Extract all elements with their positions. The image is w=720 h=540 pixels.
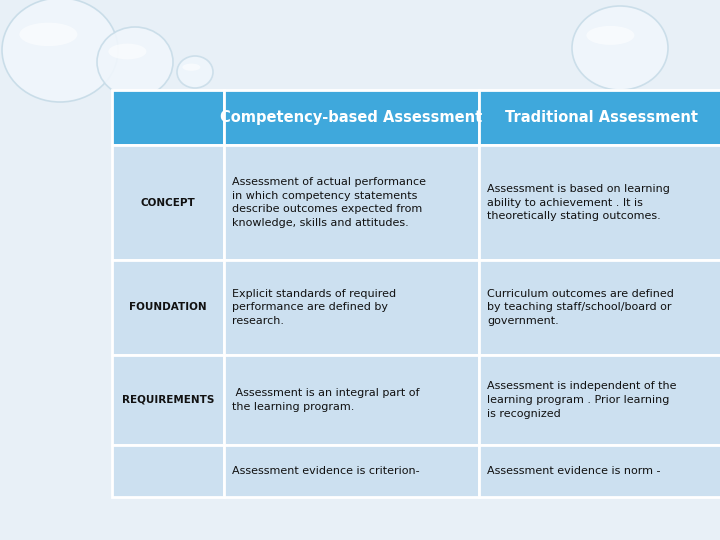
Bar <box>112 445 224 497</box>
Text: Explicit standards of required
performance are defined by
research.: Explicit standards of required performan… <box>232 289 396 326</box>
Text: CONCEPT: CONCEPT <box>140 198 195 207</box>
Bar <box>112 355 224 445</box>
Text: Assessment evidence is norm -: Assessment evidence is norm - <box>487 466 660 476</box>
Ellipse shape <box>177 56 213 88</box>
Text: REQUIREMENTS: REQUIREMENTS <box>122 395 214 405</box>
Text: Curriculum outcomes are defined
by teaching staff/school/board or
government.: Curriculum outcomes are defined by teach… <box>487 289 674 326</box>
Bar <box>112 90 224 145</box>
Text: Traditional Assessment: Traditional Assessment <box>505 110 698 125</box>
Bar <box>224 145 479 260</box>
Text: Assessment is based on learning
ability to achievement . It is
theoretically sta: Assessment is based on learning ability … <box>487 184 670 221</box>
Bar <box>479 260 720 355</box>
Text: FOUNDATION: FOUNDATION <box>129 302 207 313</box>
Text: Assessment is an integral part of
the learning program.: Assessment is an integral part of the le… <box>232 388 420 412</box>
Ellipse shape <box>109 44 146 59</box>
Bar <box>224 355 479 445</box>
Text: Assessment is independent of the
learning program . Prior learning
is recognized: Assessment is independent of the learnin… <box>487 381 677 418</box>
Ellipse shape <box>97 27 173 97</box>
Text: Competency-based Assessment: Competency-based Assessment <box>220 110 482 125</box>
Ellipse shape <box>572 6 668 90</box>
Bar <box>479 445 720 497</box>
Bar <box>479 355 720 445</box>
Text: Assessment evidence is criterion-: Assessment evidence is criterion- <box>232 466 420 476</box>
Ellipse shape <box>19 23 78 46</box>
Ellipse shape <box>182 64 200 71</box>
Bar <box>224 90 479 145</box>
Bar <box>112 145 224 260</box>
Text: Assessment of actual performance
in which competency statements
describe outcome: Assessment of actual performance in whic… <box>232 177 426 228</box>
Bar <box>479 90 720 145</box>
Bar <box>112 260 224 355</box>
Ellipse shape <box>586 26 634 45</box>
Ellipse shape <box>2 0 118 102</box>
Bar <box>479 145 720 260</box>
Bar <box>224 260 479 355</box>
Bar <box>224 445 479 497</box>
